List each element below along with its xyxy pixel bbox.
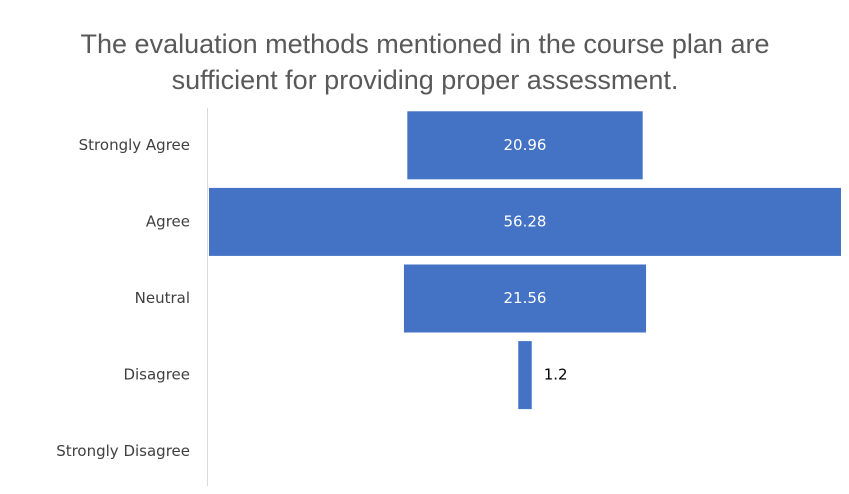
data-label: 20.96 <box>504 136 547 154</box>
category-label: Agree <box>146 212 190 230</box>
category-label: Disagree <box>123 366 190 384</box>
data-label: 21.56 <box>504 289 547 307</box>
bar <box>209 187 841 256</box>
bar <box>403 264 647 333</box>
data-label: 56.28 <box>504 212 547 230</box>
category-label: Strongly Agree <box>79 136 190 154</box>
category-label: Neutral <box>135 289 190 307</box>
bar <box>518 341 532 410</box>
bar <box>407 111 643 180</box>
data-label: 1.2 <box>544 366 568 384</box>
chart-title: The evaluation methods mentioned in the … <box>80 29 770 95</box>
category-label: Strongly Disagree <box>56 442 190 460</box>
